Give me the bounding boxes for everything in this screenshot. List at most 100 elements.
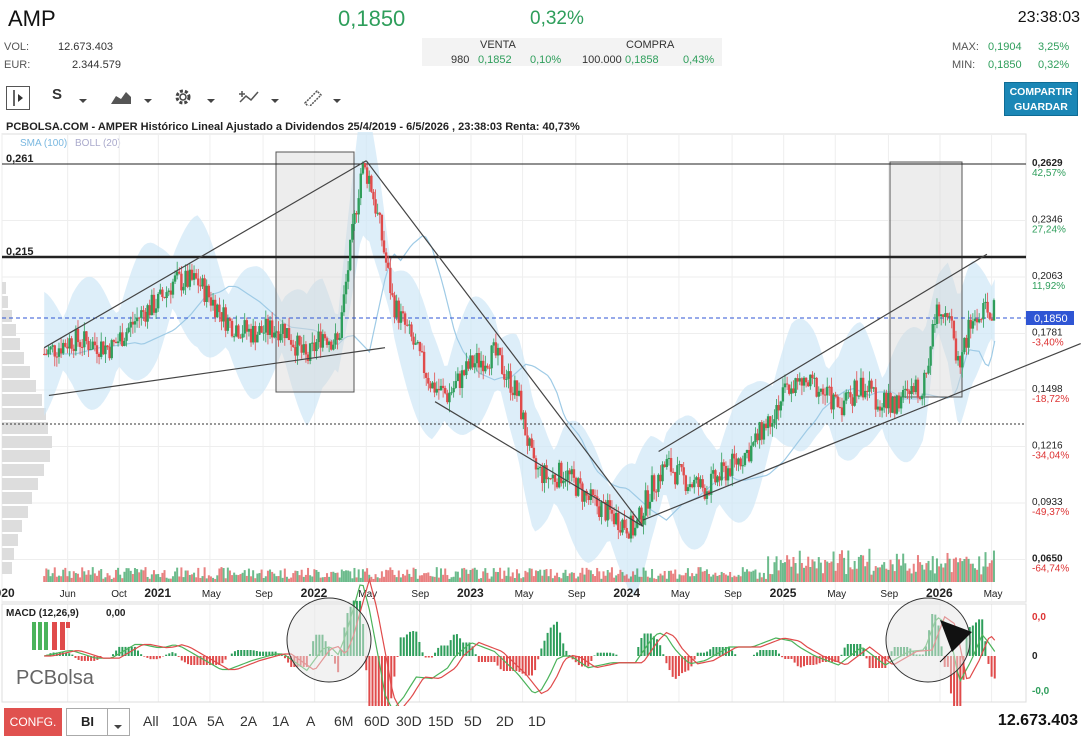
volume-bar <box>950 572 953 582</box>
chevron-down-icon[interactable] <box>332 92 342 110</box>
candle-body <box>973 318 977 322</box>
range-button-60d[interactable]: 60D <box>364 713 390 729</box>
volume-bar <box>429 575 432 582</box>
volume-bar <box>47 569 50 582</box>
macd-histogram-bar <box>584 656 587 667</box>
candle-body <box>182 286 185 291</box>
chevron-down-icon[interactable] <box>206 92 216 110</box>
volume-bar <box>150 574 153 582</box>
volume-bar <box>446 575 449 582</box>
range-button-5a[interactable]: 5A <box>207 713 225 729</box>
candle-body <box>990 318 994 321</box>
volume-bar <box>585 567 588 582</box>
candle-body <box>794 378 797 393</box>
volume-bar <box>845 574 848 582</box>
candle-body <box>891 397 894 413</box>
candle-body <box>587 495 590 501</box>
trendline <box>48 347 386 397</box>
candle-body <box>395 300 398 318</box>
macd-histogram-bar <box>118 646 121 656</box>
macd-histogram-bar <box>402 637 405 656</box>
macd-histogram-bar <box>834 656 837 662</box>
candle-body <box>123 340 126 346</box>
volume-bar <box>613 577 616 582</box>
candle-body <box>636 519 639 528</box>
candle-body <box>849 392 852 398</box>
candle-body <box>270 320 274 338</box>
volume-bar <box>627 578 630 582</box>
interval-select[interactable]: BI <box>66 708 130 736</box>
volume-bar <box>304 574 307 582</box>
candle-body <box>266 318 270 335</box>
series-selector[interactable]: S <box>52 86 63 103</box>
candle-body <box>655 491 658 493</box>
range-button-30d[interactable]: 30D <box>396 713 422 729</box>
range-button-1a[interactable]: 1A <box>272 713 290 729</box>
macd-histogram-bar <box>502 656 505 671</box>
volume-bar <box>526 572 529 582</box>
volume-bar <box>587 569 590 582</box>
candle-body <box>984 301 987 304</box>
volume-bar <box>636 568 639 582</box>
volume-bar <box>311 576 314 582</box>
macd-histogram-bar <box>208 656 211 665</box>
candle-body <box>287 328 291 341</box>
panel-toggle-icon[interactable] <box>6 86 30 110</box>
volume-bar <box>294 570 297 582</box>
indicators-icon[interactable] <box>238 88 260 111</box>
gear-icon[interactable] <box>172 86 194 113</box>
volume-bar <box>714 572 717 582</box>
range-button-6m[interactable]: 6M <box>334 713 354 729</box>
candle-body <box>112 340 116 342</box>
candle-body <box>570 469 574 475</box>
candle-body <box>593 495 597 497</box>
range-button-10a[interactable]: 10A <box>172 713 197 729</box>
chart-title: PCBOLSA.COM - AMPER Histórico Lineal Aju… <box>6 121 580 133</box>
x-tick-label: May <box>984 589 1003 600</box>
macd-histogram-bar <box>812 656 815 665</box>
range-button-1d[interactable]: 1D <box>528 713 546 729</box>
macd-histogram-bar <box>990 656 993 677</box>
range-button-2d[interactable]: 2D <box>496 713 514 729</box>
candle-body <box>851 397 854 406</box>
vol-value: 12.673.403 <box>58 41 114 53</box>
candle-body <box>836 396 839 407</box>
candle-body <box>300 344 303 353</box>
macd-histogram-bar <box>781 656 784 658</box>
share-save-button[interactable]: COMPARTIR GUARDAR <box>1004 82 1078 116</box>
area-chart-icon[interactable] <box>110 88 132 111</box>
candle-body <box>600 501 603 518</box>
macd-histogram-bar <box>878 656 881 668</box>
volume-bar <box>359 577 362 582</box>
volume-bar <box>528 568 531 582</box>
macd-histogram-bar <box>111 654 114 656</box>
macd-histogram-bar <box>218 656 221 665</box>
volume-bar <box>102 578 105 582</box>
volume-bar <box>338 577 341 582</box>
chevron-down-icon[interactable] <box>270 92 280 110</box>
drawing-pen-icon[interactable] <box>302 88 324 111</box>
range-button-15d[interactable]: 15D <box>428 713 454 729</box>
macd-histogram-bar <box>471 646 474 656</box>
candle-body <box>830 386 833 410</box>
candle-body <box>85 331 88 342</box>
chevron-down-icon[interactable] <box>78 92 88 110</box>
config-button[interactable]: CONFG. <box>4 708 62 736</box>
y-tick-value: 0,1498 <box>1032 384 1063 395</box>
volume-bar <box>296 571 299 582</box>
range-button-all[interactable]: All <box>143 713 159 729</box>
range-button-a[interactable]: A <box>306 713 316 729</box>
macd-circle-2022 <box>286 597 372 683</box>
volume-bar <box>651 568 654 582</box>
chevron-down-icon[interactable] <box>143 92 153 110</box>
volume-bar <box>81 567 84 582</box>
range-button-2a[interactable]: 2A <box>240 713 258 729</box>
volume-bar <box>366 568 369 582</box>
volume-bar <box>739 576 742 582</box>
volume-bar <box>408 573 411 582</box>
volume-bar <box>777 570 780 582</box>
range-button-5d[interactable]: 5D <box>464 713 482 729</box>
volume-bar <box>448 578 451 582</box>
candle-body <box>420 351 424 353</box>
